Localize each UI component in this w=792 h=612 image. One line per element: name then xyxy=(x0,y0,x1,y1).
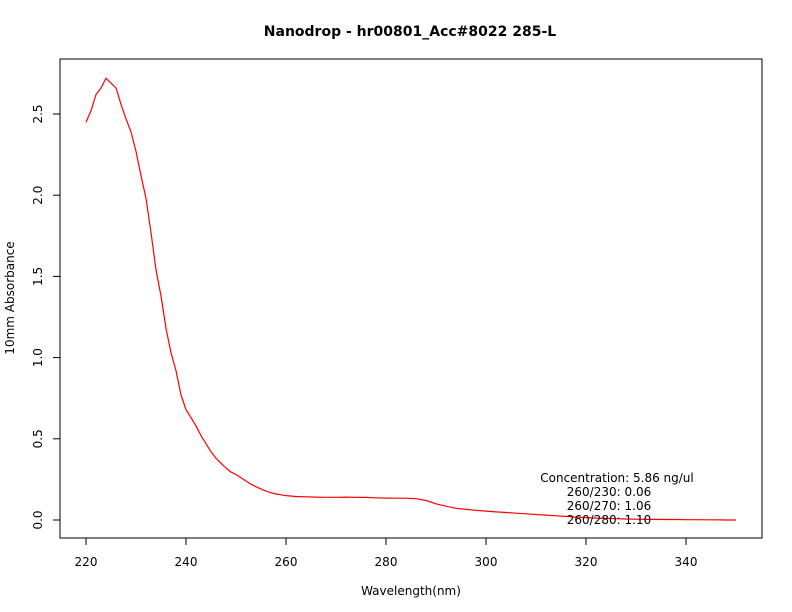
x-axis: 220 240 260 280 300 320 340 xyxy=(75,537,698,569)
y-tick-label: 0.5 xyxy=(31,429,45,448)
annotation-block: Concentration: 5.86 ng/ul 260/230: 0.06 … xyxy=(540,471,694,527)
annotation-concentration: Concentration: 5.86 ng/ul xyxy=(540,471,694,485)
x-tick-label: 220 xyxy=(75,555,98,569)
x-tick-label: 280 xyxy=(375,555,398,569)
x-tick-label: 340 xyxy=(675,555,698,569)
y-tick-label: 0.0 xyxy=(31,510,45,529)
absorbance-series-line xyxy=(85,77,736,521)
series-layer xyxy=(85,77,736,521)
chart-title: Nanodrop - hr00801_Acc#8022 285-L xyxy=(264,24,556,40)
annotation-260-270: 260/270: 1.06 xyxy=(567,499,651,513)
x-axis-label: Wavelength(nm) xyxy=(361,584,461,598)
y-tick-label: 1.5 xyxy=(31,267,45,286)
x-tick-label: 240 xyxy=(175,555,198,569)
x-tick-label: 320 xyxy=(575,555,598,569)
y-tick-label: 2.0 xyxy=(31,186,45,205)
y-tick-label: 1.0 xyxy=(31,348,45,367)
y-axis-label: 10mm Absorbance xyxy=(3,241,17,354)
y-tick-label: 2.5 xyxy=(31,104,45,123)
y-axis: 0.0 0.5 1.0 1.5 2.0 2.5 xyxy=(31,104,61,530)
annotation-260-280: 260/280: 1.10 xyxy=(567,513,651,527)
x-tick-label: 300 xyxy=(475,555,498,569)
annotation-260-230: 260/230: 0.06 xyxy=(567,485,651,499)
x-tick-label: 260 xyxy=(275,555,298,569)
